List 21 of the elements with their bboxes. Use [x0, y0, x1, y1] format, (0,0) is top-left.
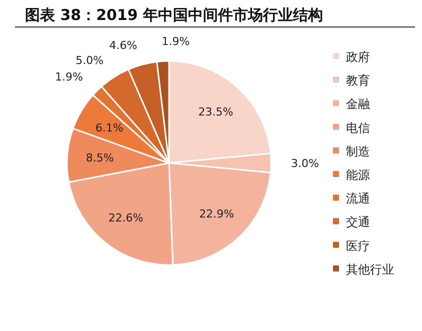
data-label: 1.9%	[162, 35, 190, 48]
data-label: 5.0%	[76, 54, 104, 67]
data-label: 4.6%	[109, 39, 138, 52]
data-label: 3.0%	[291, 157, 319, 170]
data-label: 8.5%	[86, 152, 114, 165]
legend-label: 教育	[346, 74, 370, 88]
legend-label: 流通	[346, 192, 370, 206]
data-label: 1.9%	[55, 70, 84, 84]
legend-label: 其他行业	[346, 262, 394, 276]
data-label: 22.9%	[199, 207, 234, 220]
legend-label: 制造	[346, 144, 370, 158]
legend-label: 金融	[346, 97, 370, 112]
legend-label: 电信	[346, 120, 370, 135]
legend-label: 交通	[346, 215, 370, 230]
chart-title: 图表 38：2019 年中国中间件市场行业结构	[25, 6, 324, 24]
legend-label: 医疗	[346, 238, 370, 253]
legend-label: 能源	[346, 168, 370, 182]
legend-label: 政府	[346, 50, 370, 64]
data-label: 22.6%	[108, 211, 144, 224]
data-label: 23.5%	[198, 106, 234, 119]
data-label: 6.1%	[95, 122, 124, 135]
